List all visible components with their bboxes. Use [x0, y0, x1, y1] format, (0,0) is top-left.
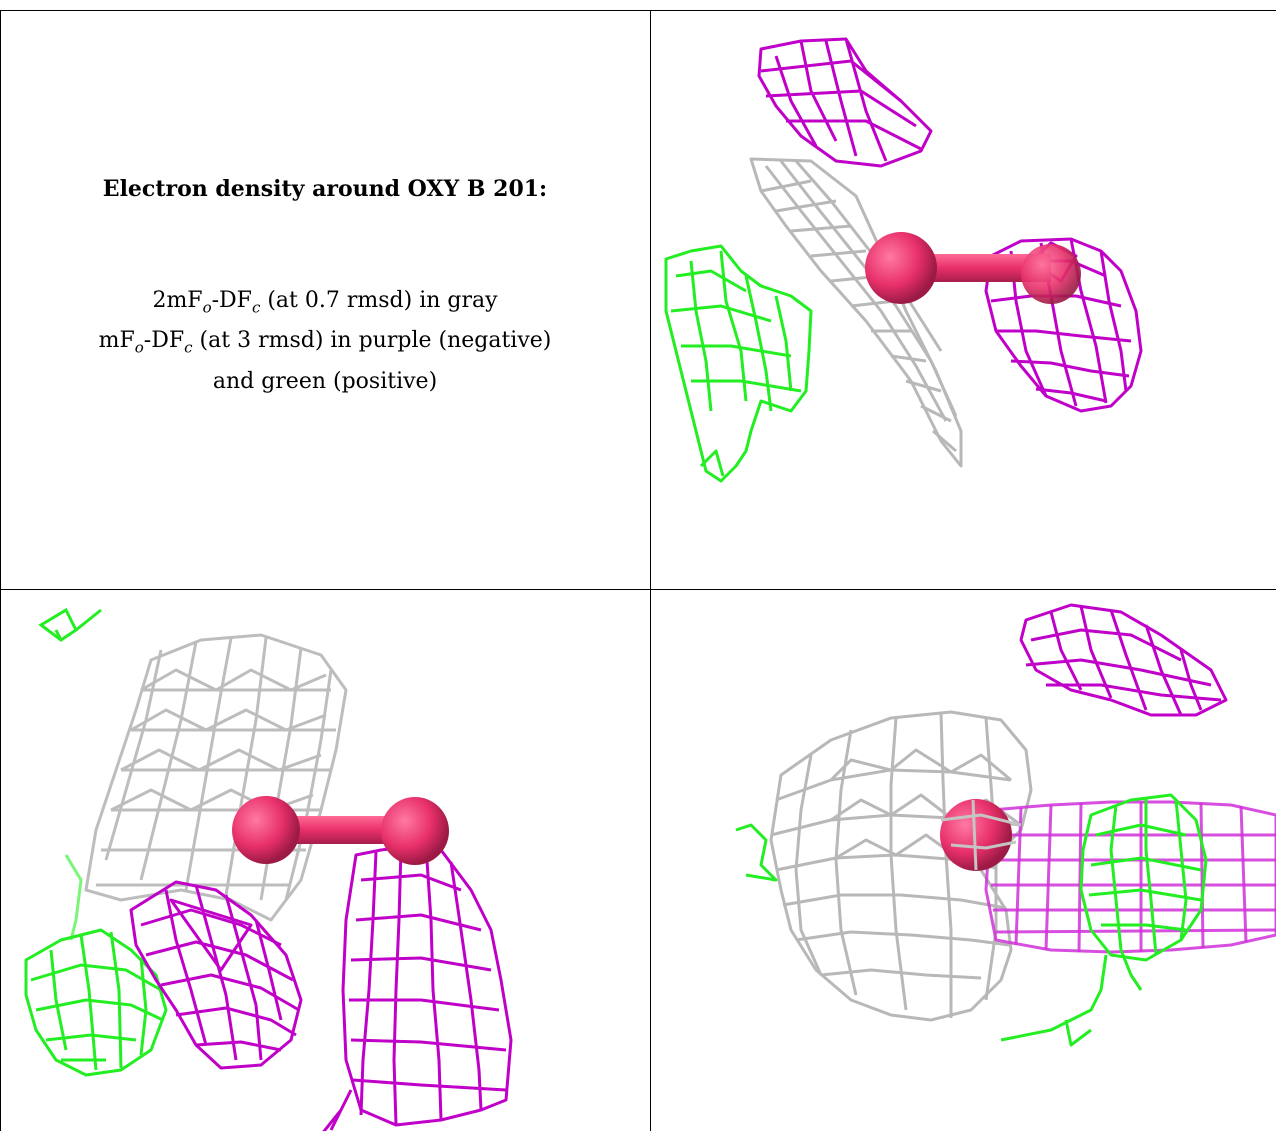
legend-gray-prefix: 2mF: [152, 288, 203, 313]
legend-purple-sub-c: c: [184, 338, 193, 357]
gray-2fofc-mesh: [749, 157, 963, 468]
gray-mesh-overlay: [940, 799, 1022, 871]
negative-density-mesh-right: [984, 800, 1276, 954]
caption-legend: 2mFo-DFc (at 0.7 rmsd) in gray mFo-DFc (…: [0, 284, 650, 398]
gray-2fofc-mesh: [84, 633, 348, 922]
legend-line-gray: 2mFo-DFc (at 0.7 rmsd) in gray: [0, 284, 650, 324]
density-view-bottom-right: [651, 590, 1276, 1131]
positive-density-mesh-left: [664, 244, 813, 483]
legend-purple-prefix: mF: [98, 328, 135, 354]
oxy-molecule-bottom-left: [232, 796, 449, 865]
frame-left: [0, 10, 1, 1131]
legend-gray-suffix: (at 0.7 rmsd) in gray: [260, 288, 498, 313]
density-view-bottom-left: [1, 590, 650, 1131]
oxy-atom-right: [1021, 244, 1081, 304]
caption-panel: Electron density around OXY B 201: 2mFo-…: [0, 0, 650, 590]
positive-density-mesh-left: [24, 854, 168, 1077]
legend-gray-sub-c: c: [251, 298, 261, 317]
legend-purple-suffix: (at 3 rmsd) in purple (negative): [192, 328, 552, 354]
legend-line-purple: mFo-DFc (at 3 rmsd) in purple (negative): [0, 324, 650, 364]
negative-density-mesh-center: [129, 880, 303, 1070]
legend-gray-sub-o: o: [202, 298, 212, 317]
frame-middle-horizontal: [0, 589, 1276, 590]
oxy-atom-left: [865, 232, 937, 304]
legend-line-green: and green (positive): [212, 368, 438, 394]
legend-purple-mid: -DF: [143, 328, 185, 354]
frame-top: [0, 10, 1276, 11]
negative-density-mesh-right: [322, 843, 513, 1131]
gray-2fofc-mesh: [769, 710, 1033, 1022]
oxy-atom-right: [381, 797, 449, 865]
density-view-top-right: [651, 11, 1276, 589]
legend-purple-sub-o: o: [134, 338, 144, 357]
caption-title: Electron density around OXY B 201:: [102, 176, 548, 202]
positive-density-fragment-top: [38, 607, 102, 642]
legend-gray-mid: -DF: [211, 288, 252, 313]
negative-density-mesh-top: [1019, 603, 1228, 717]
oxy-atom-left: [232, 796, 300, 864]
frame-center-vertical: [650, 10, 651, 1131]
positive-density-mesh-center: [735, 793, 1208, 1047]
oxy-molecule-top-right: [865, 232, 1081, 304]
negative-density-mesh-top: [757, 37, 933, 168]
